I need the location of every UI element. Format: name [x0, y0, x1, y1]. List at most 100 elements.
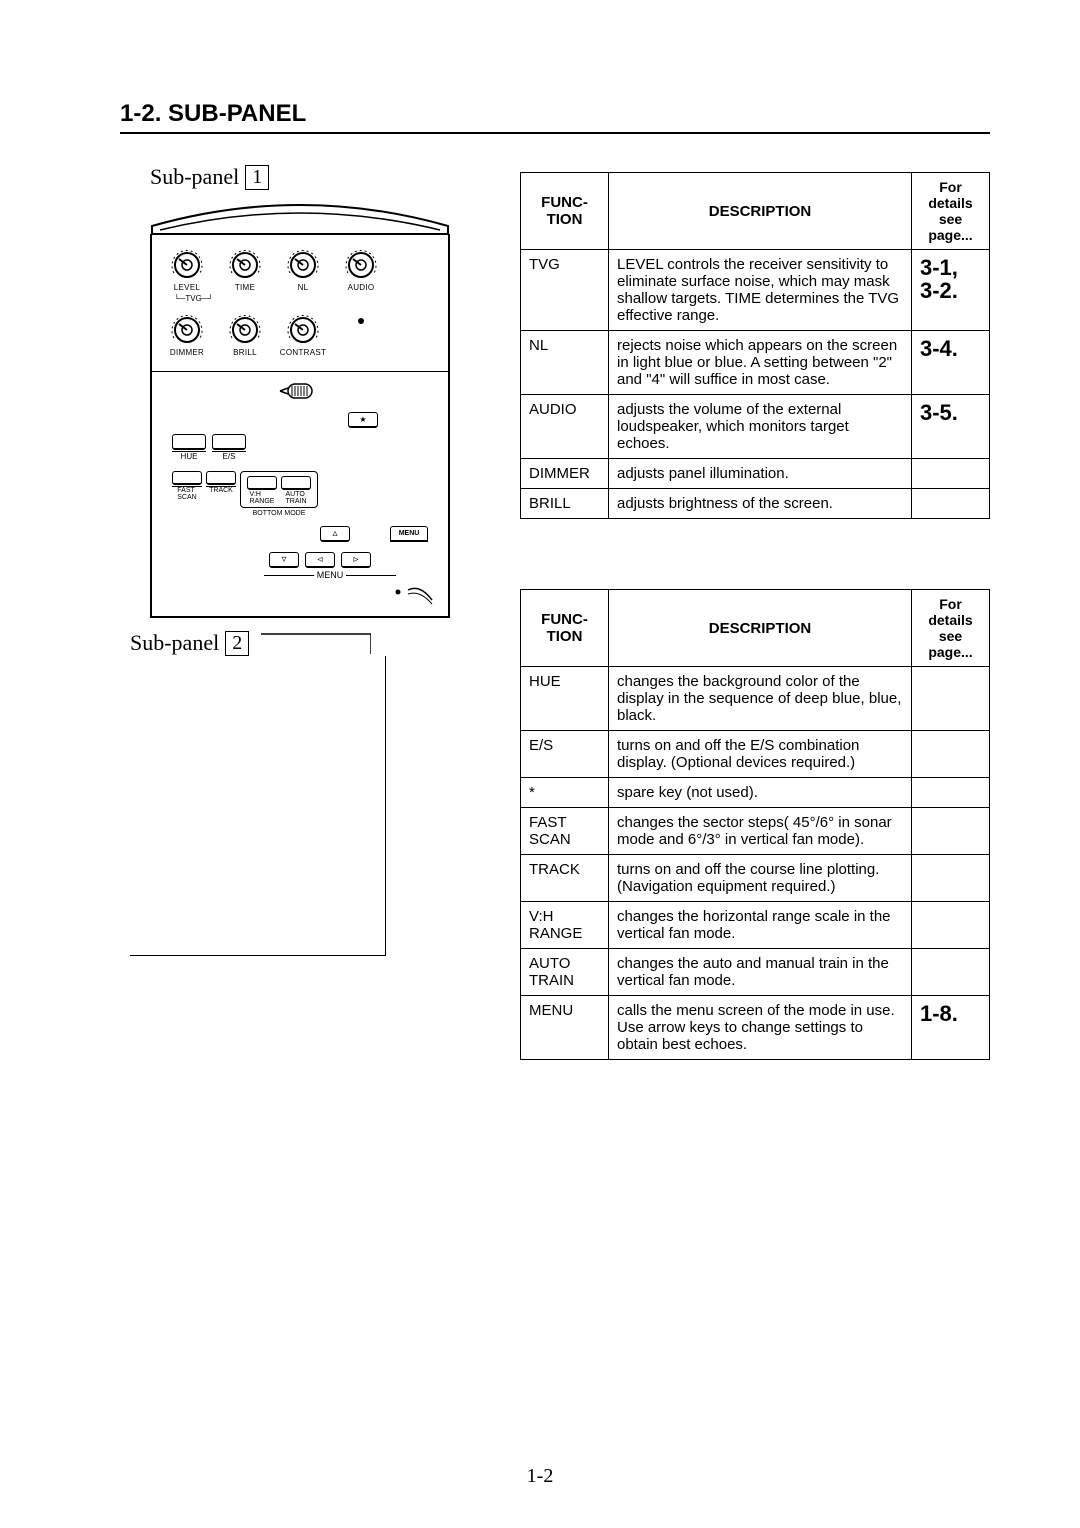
func-cell: FAST SCAN [521, 808, 609, 855]
page-cell [912, 731, 990, 778]
speaker-row [162, 382, 438, 408]
knob-audio-label: AUDIO [348, 283, 375, 292]
page-cell [912, 459, 990, 489]
desc-cell: spare key (not used). [609, 778, 912, 808]
knob-nl: NL [278, 248, 328, 292]
track-button: TRACK [206, 471, 236, 494]
arrow-right-button: ▹ [341, 552, 371, 568]
tables-column: FUNC- TION DESCRIPTION For details see p… [520, 164, 990, 1060]
page-cell [912, 489, 990, 519]
desc-cell: calls the menu screen of the mode in use… [609, 996, 912, 1060]
desc-cell: adjusts the volume of the external louds… [609, 395, 912, 459]
knob-brill-label: BRILL [233, 348, 257, 357]
t1-h-desc: DESCRIPTION [609, 173, 912, 250]
page-cell: 3-4. [912, 331, 990, 395]
page-cell [912, 667, 990, 731]
desc-cell: rejects noise which appears on the scree… [609, 331, 912, 395]
page-cell [912, 778, 990, 808]
knob-contrast-label: CONTRAST [280, 348, 326, 357]
speaker-icon [270, 382, 330, 408]
page-cell: 3-5. [912, 395, 990, 459]
table-row: FAST SCANchanges the sector steps( 45°/6… [521, 808, 990, 855]
table-row: TVGLEVEL controls the receiver sensitivi… [521, 250, 990, 331]
subpanel2-num: 2 [225, 631, 249, 656]
menu-button: MENU [390, 526, 428, 542]
desc-cell: LEVEL controls the receiver sensitivity … [609, 250, 912, 331]
connector-dot [162, 586, 438, 606]
func-cell: E/S [521, 731, 609, 778]
desc-cell: turns on and off the course line plottin… [609, 855, 912, 902]
bottom-mode-group: V:H RANGE AUTO TRAIN BOTTOM MODE [240, 471, 318, 508]
table2-wrap: FUNC- TION DESCRIPTION For details see p… [520, 589, 990, 1060]
knob-nl-label: NL [298, 283, 309, 292]
table-row: BRILLadjusts brightness of the screen. [521, 489, 990, 519]
desc-cell: changes the background color of the disp… [609, 667, 912, 731]
hue-button: HUE [172, 434, 206, 461]
t2-h-page: For details see page... [912, 590, 990, 667]
arrow-left-button: ◃ [305, 552, 335, 568]
bottom-controls-row: FAST SCAN TRACK V:H RANGE AUTO TRAIN [172, 471, 438, 508]
vh-range-button: V:H RANGE [247, 476, 277, 505]
content-row: Sub-panel 1 LEVEL TIME NL [120, 164, 990, 1060]
subpanel1-num: 1 [245, 165, 269, 190]
t1-h-func: FUNC- TION [521, 173, 609, 250]
t1-h-page: For details see page... [912, 173, 990, 250]
t2-h-desc: DESCRIPTION [609, 590, 912, 667]
panel-diagram-column: Sub-panel 1 LEVEL TIME NL [120, 164, 490, 956]
page-cell [912, 902, 990, 949]
desc-cell: adjusts panel illumination. [609, 459, 912, 489]
tvg-bracket: └─TVG─┘ [174, 294, 438, 303]
t2-h-func: FUNC- TION [521, 590, 609, 667]
table-row: V:H RANGEchanges the horizontal range sc… [521, 902, 990, 949]
knob-row-1: LEVEL TIME NL AUDIO [162, 248, 438, 292]
knob-audio: AUDIO [336, 248, 386, 292]
bottom-mode-label: BOTTOM MODE [250, 510, 309, 517]
knob-time: TIME [220, 248, 270, 292]
func-cell: * [521, 778, 609, 808]
subpanel1-label: Sub-panel 1 [150, 164, 490, 190]
desc-cell: changes the horizontal range scale in th… [609, 902, 912, 949]
func-cell: HUE [521, 667, 609, 731]
desc-cell: turns on and off the E/S combination dis… [609, 731, 912, 778]
func-cell: TRACK [521, 855, 609, 902]
func-cell: DIMMER [521, 459, 609, 489]
knob-brill: BRILL [220, 313, 270, 357]
arrow-down-button: ▿ [269, 552, 299, 568]
knob-dimmer-label: DIMMER [170, 348, 204, 357]
knob-dimmer: DIMMER [162, 313, 212, 357]
es-button: E/S [212, 434, 246, 461]
func-cell: NL [521, 331, 609, 395]
hue-es-row: HUE E/S [172, 434, 438, 461]
table-row: *spare key (not used). [521, 778, 990, 808]
section-title: 1-2. SUB-PANEL [120, 100, 990, 134]
subpanel2-text: Sub-panel [130, 630, 219, 656]
func-cell: MENU [521, 996, 609, 1060]
table1-wrap: FUNC- TION DESCRIPTION For details see p… [520, 172, 990, 519]
subpanel1-box: LEVEL TIME NL AUDIO └─TVG─┘ [150, 234, 450, 618]
fast-scan-button: FAST SCAN [172, 471, 202, 501]
table-row: HUEchanges the background color of the d… [521, 667, 990, 731]
table-row: AUDIOadjusts the volume of the external … [521, 395, 990, 459]
knob-time-label: TIME [235, 283, 255, 292]
table-row: E/Sturns on and off the E/S combination … [521, 731, 990, 778]
page-cell [912, 855, 990, 902]
table-row: TRACKturns on and off the course line pl… [521, 855, 990, 902]
page-cell: 3-1, 3-2. [912, 250, 990, 331]
func-cell: TVG [521, 250, 609, 331]
func-cell: AUDIO [521, 395, 609, 459]
menu-cluster-top: ▵ MENU [162, 526, 438, 542]
page-number: 1-2 [0, 1465, 1080, 1488]
subpanel1-text: Sub-panel [150, 164, 239, 190]
desc-cell: changes the auto and manual train in the… [609, 949, 912, 996]
panel-lid-svg [150, 196, 450, 236]
knob-row-2: DIMMER BRILL CONTRAST [162, 313, 438, 357]
table-row: MENUcalls the menu screen of the mode in… [521, 996, 990, 1060]
func-cell: BRILL [521, 489, 609, 519]
function-table-2: FUNC- TION DESCRIPTION For details see p… [520, 589, 990, 1060]
func-cell: AUTO TRAIN [521, 949, 609, 996]
star-button: ★ [348, 412, 378, 428]
page-cell [912, 949, 990, 996]
desc-cell: adjusts brightness of the screen. [609, 489, 912, 519]
auto-train-button: AUTO TRAIN [281, 476, 311, 505]
arrow-up-button: ▵ [320, 526, 350, 542]
